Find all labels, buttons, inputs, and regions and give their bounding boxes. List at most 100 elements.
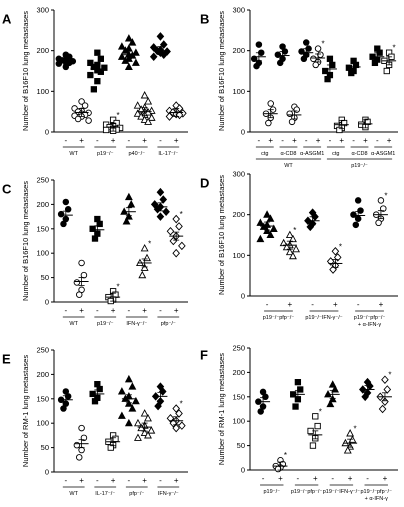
y-axis-label: Number of B16F10 lung metastases [21, 181, 30, 301]
data-point [172, 404, 180, 413]
data-point [140, 115, 149, 123]
data-point [87, 71, 94, 79]
y-tick-label: 0 [241, 128, 245, 137]
data-point [117, 387, 126, 395]
data-point [112, 435, 119, 442]
y-tick-label: 250 [36, 346, 49, 355]
group-label: + α-IFN-γ [365, 496, 388, 502]
data-point [288, 234, 297, 243]
data-point [140, 263, 149, 271]
y-tick-label: 300 [232, 170, 245, 179]
series-2 [262, 100, 278, 127]
data-point [137, 423, 146, 432]
data-point [312, 413, 319, 420]
data-point [101, 64, 108, 71]
data-point [263, 226, 272, 234]
group-label: WT [69, 151, 78, 157]
data-point [172, 248, 180, 258]
data-point [124, 399, 133, 407]
data-point [78, 98, 85, 105]
group-label: p19⁻/⁻pfp⁻/⁻ [291, 489, 323, 495]
series-4: * [102, 111, 124, 134]
y-tick-label: 200 [36, 200, 49, 209]
data-point [64, 206, 72, 213]
data-point [266, 214, 275, 222]
data-point [322, 67, 329, 75]
y-tick-label: 200 [232, 210, 245, 219]
y-tick-label: 150 [36, 394, 49, 403]
data-point [276, 59, 284, 67]
data-point [255, 41, 263, 48]
y-tick-label: 250 [232, 344, 245, 353]
data-point [66, 59, 73, 67]
data-point [62, 198, 70, 206]
significance-star: * [322, 40, 325, 49]
data-point [336, 126, 343, 134]
significance-star: * [339, 242, 342, 251]
treatment-mark: - [366, 474, 369, 483]
data-point [107, 444, 114, 451]
significance-star: * [180, 400, 183, 409]
group-label: WT [284, 163, 293, 169]
treatment-mark: - [311, 300, 314, 309]
data-point [314, 422, 321, 430]
series-4: * [105, 282, 121, 305]
data-point [253, 62, 260, 70]
treatment-mark: + [268, 136, 273, 145]
data-point [140, 409, 149, 417]
treatment-mark: + [387, 136, 392, 145]
treatment-mark: + [142, 306, 147, 315]
data-point [133, 433, 142, 441]
data-point [122, 217, 131, 225]
data-point [175, 222, 183, 231]
series-4: * [326, 242, 343, 274]
group-label: p19⁻/⁻IFN-γ⁻/⁻ [305, 315, 342, 321]
data-point [166, 414, 175, 423]
data-point [383, 67, 390, 75]
treatment-mark: + [313, 474, 318, 483]
y-tick-label: 300 [36, 6, 49, 15]
data-point [292, 244, 300, 253]
series-3 [89, 215, 105, 242]
data-point [149, 52, 158, 62]
series-5 [117, 34, 140, 70]
data-point [361, 392, 369, 402]
panel-a: A 0 100 200 300 Number of B16F10 lung metasta… [2, 6, 188, 157]
y-tick-label: 50 [41, 273, 49, 282]
data-point [324, 75, 331, 83]
treatment-mark: + [278, 474, 283, 483]
data-point [381, 375, 389, 384]
significance-star: * [384, 191, 387, 200]
data-point [137, 112, 146, 120]
treatment-mark: - [331, 474, 334, 483]
group-label: IL-17⁻/⁻ [95, 491, 115, 497]
data-point [133, 101, 142, 109]
data-point [357, 207, 364, 214]
data-point [378, 404, 387, 414]
significance-star: * [180, 210, 183, 219]
data-point [348, 69, 355, 77]
data-point [343, 446, 352, 454]
significance-star: * [319, 407, 322, 416]
series-6: * [310, 40, 326, 69]
y-tick-label: 100 [36, 419, 49, 428]
data-point [87, 59, 94, 67]
series-11 [369, 45, 385, 67]
y-tick-label: 100 [36, 249, 49, 258]
data-point [156, 212, 165, 221]
data-point [131, 48, 140, 56]
y-tick-label: 200 [36, 46, 49, 55]
data-point [377, 197, 385, 204]
treatment-mark: - [266, 300, 269, 309]
treatment-mark: + [111, 476, 116, 485]
data-point [89, 225, 96, 232]
series-5 [324, 380, 340, 408]
treatment-mark: - [159, 306, 162, 315]
data-point [57, 210, 65, 218]
data-point [140, 91, 149, 99]
y-tick-label: 0 [45, 468, 49, 477]
series-2 [73, 259, 89, 298]
y-tick-label: 0 [45, 128, 49, 137]
group-label: + α-IFN-γ [358, 322, 381, 328]
